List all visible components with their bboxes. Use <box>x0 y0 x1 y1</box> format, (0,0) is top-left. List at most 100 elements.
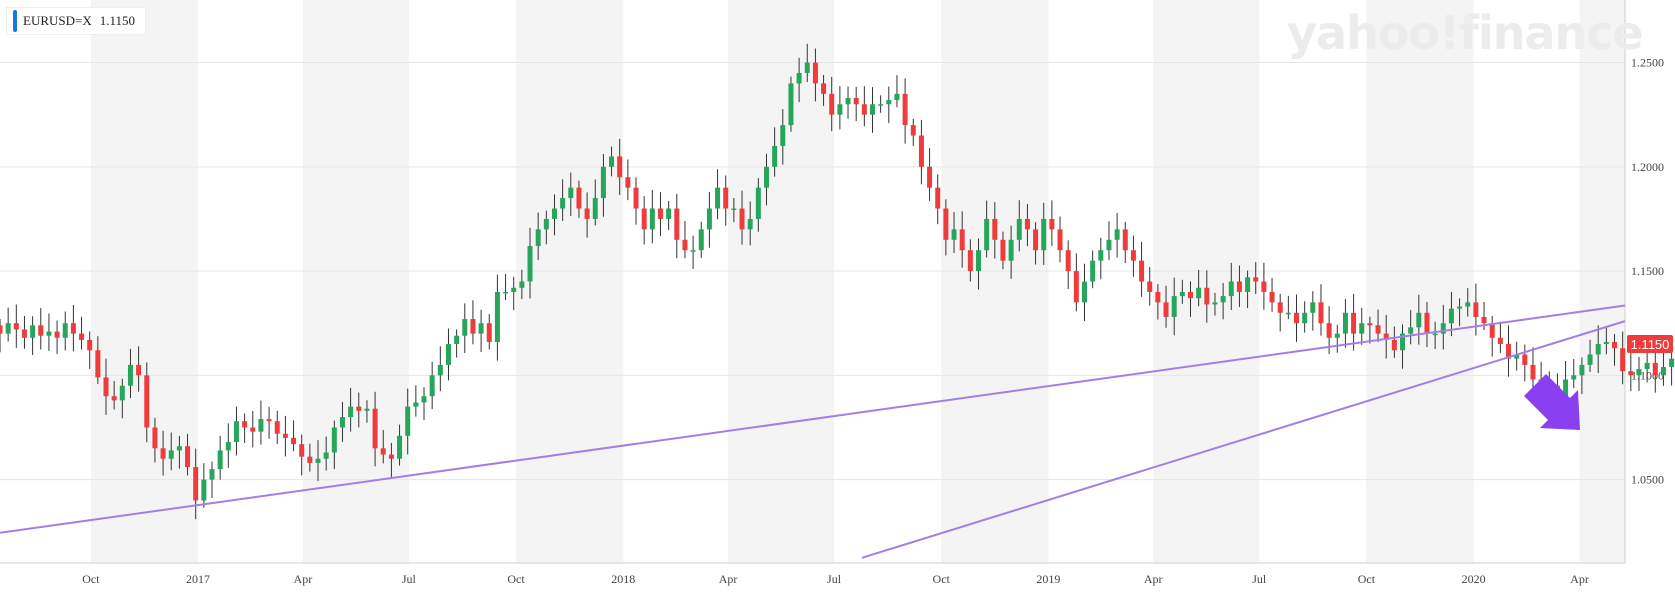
candle-down <box>87 339 93 351</box>
candle-down <box>307 456 313 463</box>
quarter-band <box>1366 0 1474 563</box>
candle-up <box>1603 341 1609 345</box>
down-arrow-icon <box>1524 374 1580 430</box>
candle-down <box>1261 281 1267 292</box>
candle-up <box>1636 369 1642 376</box>
candle-up <box>339 417 345 428</box>
candle-down <box>910 125 916 136</box>
candle-down <box>967 250 973 272</box>
candle-up <box>1334 333 1340 338</box>
candle-down <box>1497 337 1503 345</box>
candle-up <box>315 458 321 463</box>
candle-down <box>1489 323 1495 338</box>
x-tick-label: Jul <box>827 572 842 586</box>
candle-up <box>951 229 957 240</box>
candle-up <box>837 104 843 115</box>
candle-down <box>380 448 386 455</box>
candle-up <box>1587 354 1593 365</box>
quarter-band <box>90 0 199 563</box>
candle-up <box>1514 354 1520 359</box>
candle-up <box>46 331 52 336</box>
candle-down <box>959 229 965 251</box>
candle-down <box>1253 277 1259 282</box>
candle-up <box>894 93 900 101</box>
candle-down <box>1130 250 1136 261</box>
candle-down <box>657 208 663 219</box>
candle-down <box>160 448 166 459</box>
candle-up <box>1465 302 1471 307</box>
candle-up <box>1359 323 1365 334</box>
candle-down <box>1065 250 1071 272</box>
candle-down <box>1033 229 1039 251</box>
y-tick-label: 1.0500 <box>1631 473 1664 487</box>
candle-up <box>478 323 484 334</box>
candle-down <box>250 427 256 432</box>
x-tick-label: 2020 <box>1462 572 1486 586</box>
candle-down <box>1318 302 1324 324</box>
candle-up <box>535 229 541 247</box>
candle-up <box>421 396 427 403</box>
candle-up <box>176 446 182 451</box>
candle-up <box>543 218 549 230</box>
x-tick-label: 2017 <box>186 572 210 586</box>
candle-up <box>1440 323 1446 334</box>
candle-up <box>551 208 557 219</box>
candle-up <box>445 344 451 365</box>
candle-up <box>1008 239 1014 261</box>
candle-down <box>266 419 272 422</box>
candle-up <box>397 435 403 459</box>
candle-down <box>1163 302 1169 317</box>
y-tick-label: 1.2000 <box>1631 160 1664 174</box>
candle-down <box>584 208 590 219</box>
candle-up <box>1041 218 1047 251</box>
x-tick-label: Oct <box>82 572 100 586</box>
candle-down <box>1049 218 1055 230</box>
candle-down <box>185 446 191 468</box>
candle-up <box>780 125 786 146</box>
candle-up <box>1106 239 1112 251</box>
candle-up <box>1595 344 1601 355</box>
candle-up <box>1098 250 1104 261</box>
x-tick-label: Jul <box>402 572 417 586</box>
candle-up <box>511 287 517 292</box>
candle-up <box>804 62 810 73</box>
candle-down <box>1155 291 1161 303</box>
candle-down <box>1122 229 1128 251</box>
candle-down <box>242 421 248 428</box>
candle-up <box>772 145 778 167</box>
candle-up <box>1669 358 1675 367</box>
candle-down <box>682 239 688 251</box>
candle-down <box>299 444 305 457</box>
symbol-legend[interactable]: EURUSD=X 1.1150 <box>6 7 147 35</box>
candle-up <box>1563 379 1569 397</box>
x-tick-label: 2018 <box>611 572 635 586</box>
candle-up <box>869 104 875 115</box>
x-tick-label: Apr <box>719 572 738 586</box>
candle-down <box>1530 364 1536 380</box>
last-price-tag <box>1627 335 1673 354</box>
series-color-marker <box>13 10 17 32</box>
candle-down <box>274 421 280 434</box>
candle-down <box>674 208 680 240</box>
candle-down <box>1269 291 1275 303</box>
candle-up <box>527 246 533 282</box>
candle-up <box>649 208 655 230</box>
candle-down <box>1628 371 1634 376</box>
candle-down <box>21 329 27 338</box>
x-tick-label: Apr <box>1570 572 1589 586</box>
candle-up <box>592 198 598 219</box>
candle-up <box>1400 333 1406 351</box>
candle-up <box>698 229 704 251</box>
candle-up <box>1571 375 1577 380</box>
candle-up <box>796 72 802 84</box>
candle-down <box>136 364 142 376</box>
candle-up <box>62 323 68 338</box>
candle-up <box>690 250 696 252</box>
candle-up <box>437 364 443 376</box>
candle-up <box>127 364 133 386</box>
candle-up <box>1090 260 1096 282</box>
candle-up <box>1285 312 1291 315</box>
candle-up <box>1644 362 1650 370</box>
candle-up <box>201 479 207 501</box>
